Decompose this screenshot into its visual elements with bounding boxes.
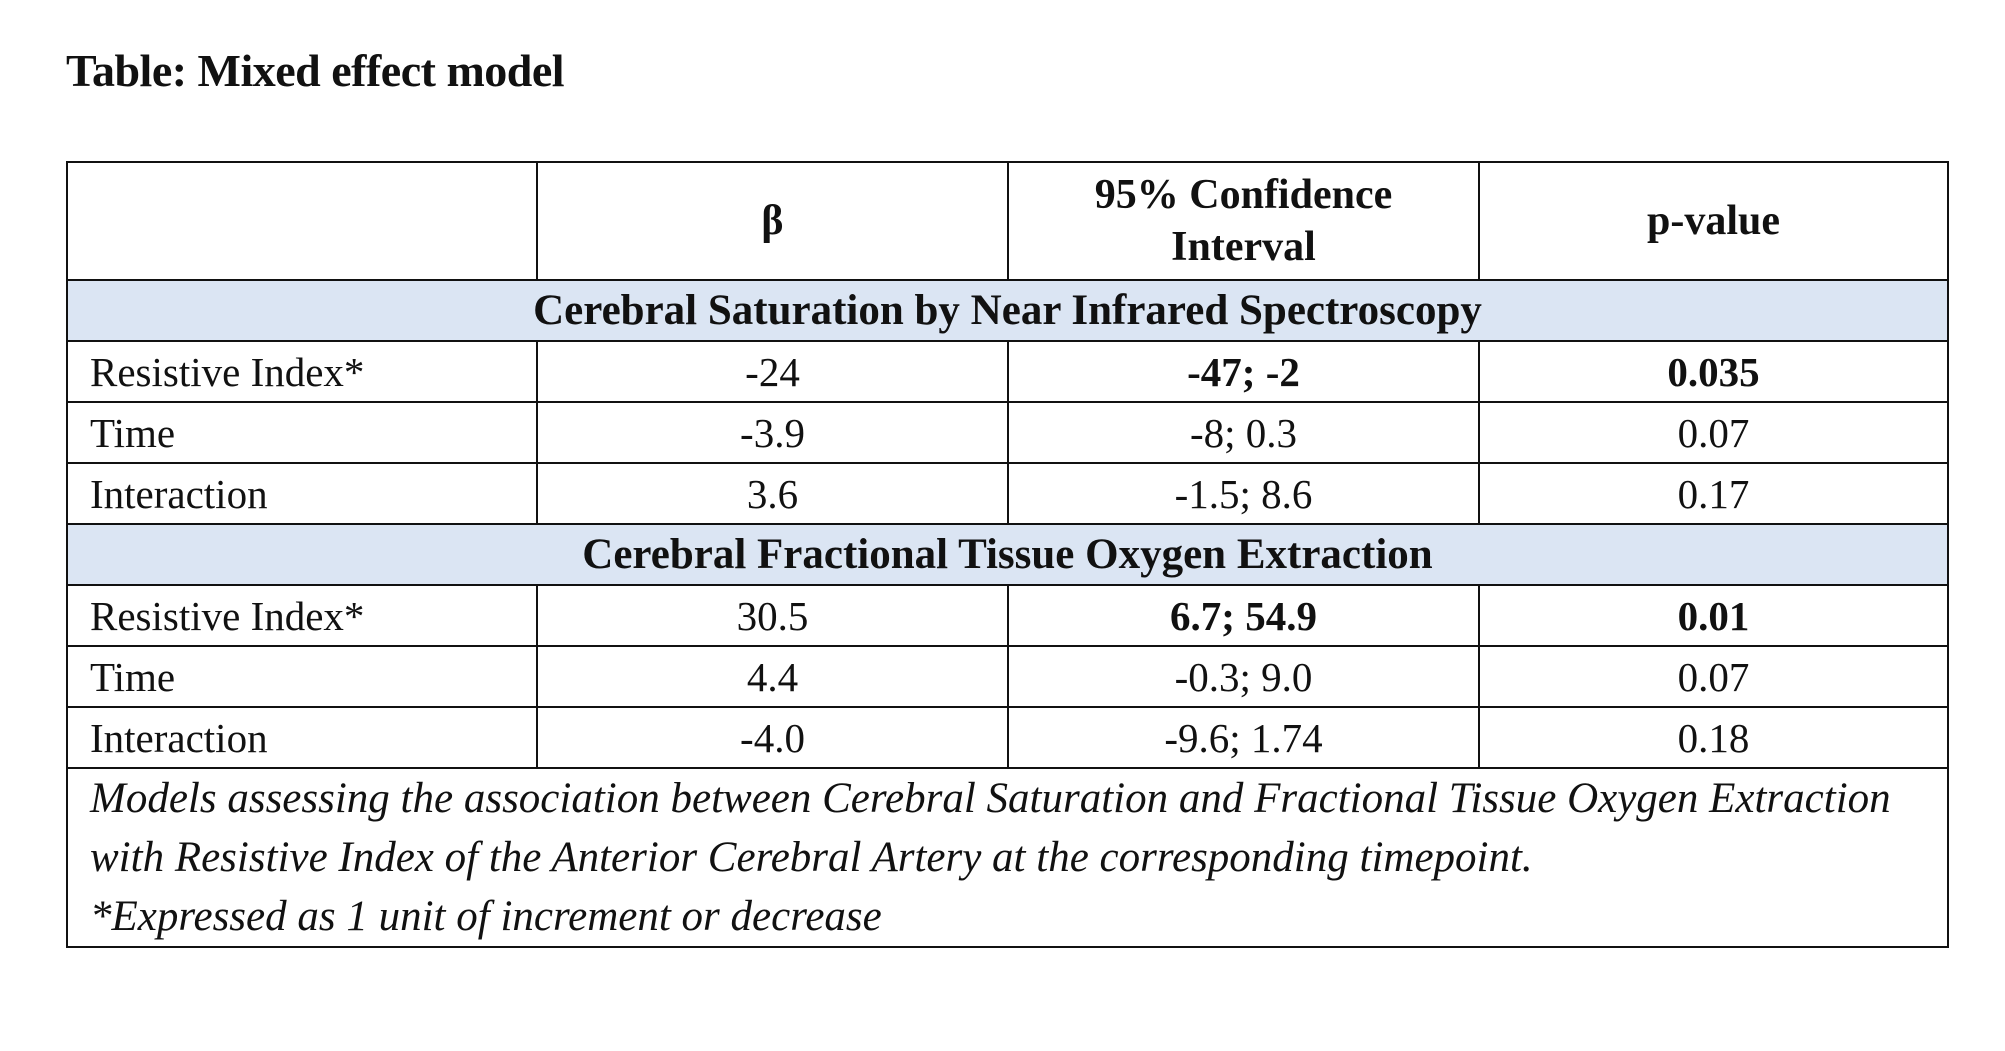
header-confidence-interval: 95% Confidence Interval [1007,161,1480,281]
section-row: Cerebral Fractional Tissue Oxygen Extrac… [66,523,1949,586]
table-row: Resistive Index* 30.5 6.7; 54.9 0.01 [66,584,1949,647]
p-value-cell: 0.07 [1478,645,1949,708]
table-row: Time -3.9 -8; 0.3 0.07 [66,401,1949,464]
section-row: Cerebral Saturation by Near Infrared Spe… [66,279,1949,342]
header-empty-cell [66,161,538,281]
beta-cell: 3.6 [536,462,1009,525]
table-header-row: β 95% Confidence Interval p-value [66,161,1949,281]
row-label: Interaction [66,462,538,525]
ci-cell: -8; 0.3 [1007,401,1480,464]
table-row: Resistive Index* -24 -47; -2 0.035 [66,340,1949,403]
ci-cell: -1.5; 8.6 [1007,462,1480,525]
row-label: Resistive Index* [66,340,538,403]
table-title: Table: Mixed effect model [66,45,565,96]
footnote: *Expressed as 1 unit of increment or dec… [90,893,882,940]
ci-cell: -0.3; 9.0 [1007,645,1480,708]
section-title: Cerebral Saturation by Near Infrared Spe… [66,279,1949,342]
header-beta: β [536,161,1009,281]
beta-cell: 30.5 [536,584,1009,647]
header-confidence-interval-label: 95% Confidence Interval [1094,172,1393,270]
beta-cell: -4.0 [536,706,1009,769]
p-value-cell: 0.01 [1478,584,1949,647]
table-row: Interaction 3.6 -1.5; 8.6 0.17 [66,462,1949,525]
p-value-cell: 0.18 [1478,706,1949,769]
beta-cell: 4.4 [536,645,1009,708]
row-label: Resistive Index* [66,584,538,647]
table-note-row: Models assessing the association between… [66,767,1949,948]
beta-cell: -3.9 [536,401,1009,464]
table-note: Models assessing the association between… [66,767,1949,948]
row-label: Time [66,645,538,708]
ci-cell: -47; -2 [1007,340,1480,403]
row-label: Interaction [66,706,538,769]
row-label: Time [66,401,538,464]
beta-cell: -24 [536,340,1009,403]
mixed-effect-model-table: β 95% Confidence Interval p-value Cerebr… [66,161,1949,948]
p-value-cell: 0.07 [1478,401,1949,464]
ci-cell: -9.6; 1.74 [1007,706,1480,769]
header-p-value: p-value [1478,161,1949,281]
p-value-cell: 0.17 [1478,462,1949,525]
section-title: Cerebral Fractional Tissue Oxygen Extrac… [66,523,1949,586]
p-value-cell: 0.035 [1478,340,1949,403]
table-row: Time 4.4 -0.3; 9.0 0.07 [66,645,1949,708]
model-note: Models assessing the association between… [90,775,1891,881]
table-row: Interaction -4.0 -9.6; 1.74 0.18 [66,706,1949,769]
ci-cell: 6.7; 54.9 [1007,584,1480,647]
